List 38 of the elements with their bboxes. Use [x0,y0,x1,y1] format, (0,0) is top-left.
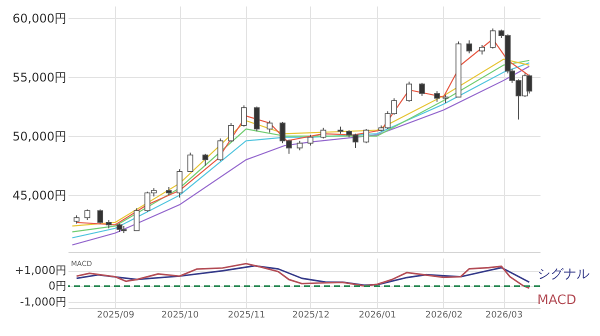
x-tick-label: 2025/11 [228,310,266,320]
series-label: シグナル [537,267,590,282]
y-tick-label: 60,000円 [12,11,66,26]
candlestick [363,128,370,144]
y-tick-label: 0円 [48,280,66,293]
candlestick [84,208,90,221]
candlestick [202,153,208,166]
candlestick [97,208,104,224]
x-tick-label: 2026/01 [358,310,396,320]
candlestick [308,134,314,146]
candlestick [434,90,440,102]
candlestick [254,106,260,132]
candlestick [296,140,303,151]
candlestick [466,40,472,54]
y-tick-label: +1,000円 [14,264,66,277]
candlestick [187,152,194,172]
y-tick-label: -1,000円 [20,295,66,308]
y-tick-label: 45,000円 [12,188,66,203]
y-tick-label: 50,000円 [12,130,66,144]
candlestick [320,127,326,139]
candlestick [490,28,496,50]
candlestick [406,81,412,102]
series-label: MACD [537,293,576,308]
candlestick [134,208,140,232]
candlestick [526,74,532,94]
x-tick-label: 2025/09 [97,310,135,320]
x-tick-label: 2025/12 [292,310,330,320]
x-tick-label: 2025/10 [161,310,200,320]
candlestick [419,82,425,96]
x-tick-label: 2026/03 [485,310,523,320]
candlestick [241,104,247,128]
candlestick [217,138,224,162]
candlestick [228,122,234,143]
candlestick [266,120,273,134]
y-tick-label: 55,000円 [12,70,66,84]
candlestick [176,168,182,198]
candlestick [479,44,485,55]
x-tick-label: 2026/02 [425,310,463,320]
